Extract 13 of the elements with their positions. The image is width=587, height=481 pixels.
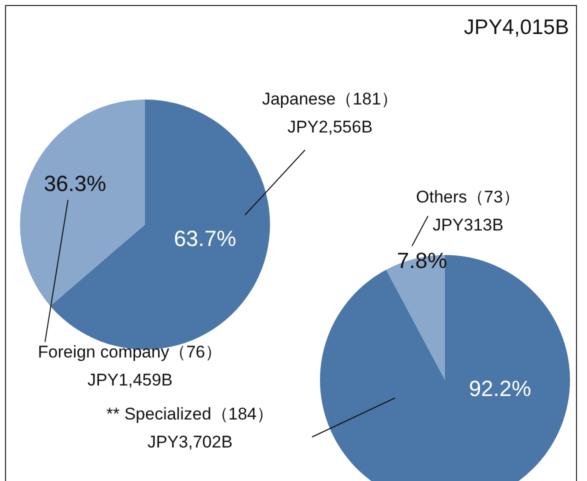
slice-label: Foreign company（76） [38,342,222,362]
text: JPY3,702B [147,432,233,452]
data-label: 36.3% [44,171,106,196]
text: JPY1,459B [87,370,173,390]
text: JPY313B [432,216,504,235]
slice-label: Japanese（181） [262,90,398,109]
slice-label: ** Specialized（184） [106,404,274,424]
data-label: 7.8% [396,248,448,274]
text: JPY4,015B [464,16,569,40]
slice-label: Others（73） [416,188,520,207]
data-label: 63.7% [174,226,236,252]
data-label: 92.2% [468,376,532,402]
text: JPY2,556B [287,118,373,137]
